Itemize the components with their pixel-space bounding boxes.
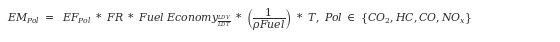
Text: $\mathit{EM_{Pol}}\ =\ \ \mathit{EF_{Pol}}\ *\ \mathit{FR}\ *\ \mathit{Fuel\ Eco: $\mathit{EM_{Pol}}\ =\ \ \mathit{EF_{Pol… (7, 7, 472, 33)
